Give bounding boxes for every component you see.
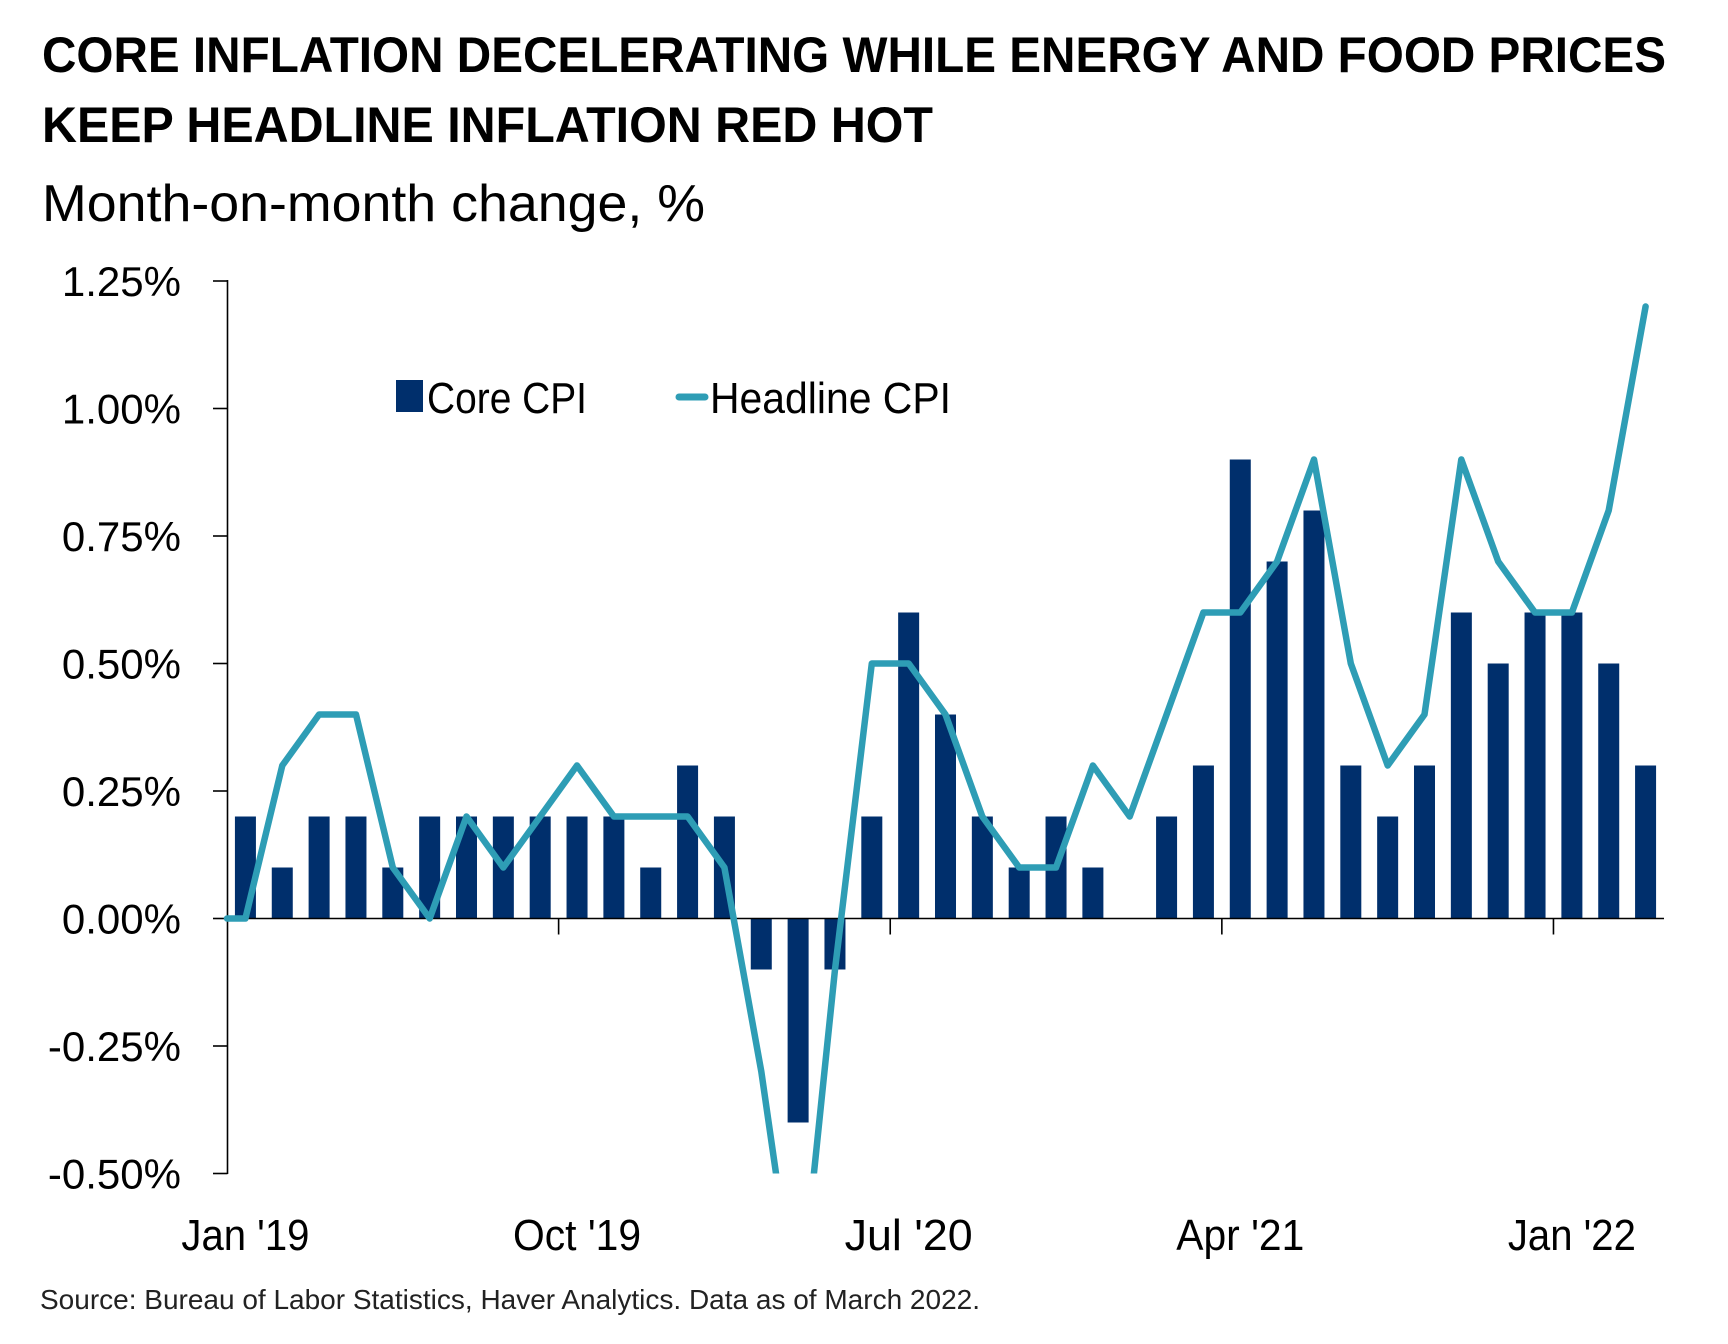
chart-title-line-1: CORE INFLATION DECELERATING WHILE ENERGY… <box>42 27 1666 83</box>
y-tick-label: 0.00% <box>62 896 181 943</box>
legend-core-cpi-label: Core CPI <box>427 374 587 423</box>
x-tick-label: Jul '20 <box>845 1211 973 1260</box>
core-cpi-bar <box>750 918 772 970</box>
y-tick-label: 0.25% <box>62 768 181 815</box>
y-tick-label: 0.75% <box>62 513 181 560</box>
x-tick-label: Apr '21 <box>1176 1211 1304 1260</box>
legend-core-cpi-swatch <box>396 380 423 412</box>
core-cpi-bar <box>1450 612 1472 919</box>
y-ticks: -0.50% -0.25% 0.00% 0.25% 0.50% 0.75% 1.00% 1.2… <box>48 258 228 1198</box>
core-cpi-bar <box>898 612 920 919</box>
core-cpi-bar <box>640 867 662 919</box>
y-tick-label: -0.50% <box>48 1151 181 1198</box>
core-cpi-bar <box>308 816 330 919</box>
core-cpi-bar <box>1156 816 1178 919</box>
core-cpi-bar <box>1192 765 1214 919</box>
chart-subtitle: Month-on-month change, % <box>42 175 705 233</box>
source-note: Source: Bureau of Labor Statistics, Have… <box>40 1284 980 1315</box>
core-cpi-bar <box>971 816 993 919</box>
core-cpi-bar <box>603 816 625 919</box>
core-cpi-bar <box>1487 663 1509 919</box>
core-cpi-bar <box>419 816 441 919</box>
core-cpi-bar <box>271 867 293 919</box>
core-cpi-bar <box>1635 765 1657 919</box>
chart-title-line-2: KEEP HEADLINE INFLATION RED HOT <box>42 97 933 153</box>
core-cpi-bar <box>677 765 699 919</box>
core-cpi-bar <box>861 816 883 919</box>
headline-cpi-series <box>223 303 1649 1174</box>
core-cpi-bar <box>1008 867 1030 919</box>
core-cpi-bar <box>1082 867 1104 919</box>
core-cpi-bar <box>529 816 551 919</box>
core-cpi-bar <box>1266 561 1288 919</box>
y-tick-label: 1.00% <box>62 386 181 433</box>
y-tick-label: 1.25% <box>62 258 181 305</box>
x-tick-label: Oct '19 <box>513 1211 641 1260</box>
legend-headline-cpi-label: Headline CPI <box>710 374 951 423</box>
core-cpi-bar <box>1524 612 1546 919</box>
core-cpi-bars <box>234 459 1657 1123</box>
x-ticks: Jan '19 Oct '19 Jul '20 Apr '21 Jan '22 <box>181 918 1636 1260</box>
core-cpi-bar <box>934 714 957 919</box>
legend: Core CPI Headline CPI <box>396 374 951 423</box>
core-cpi-bar <box>455 816 478 919</box>
core-cpi-bar <box>1377 816 1399 919</box>
x-tick-label: Jan '19 <box>181 1211 309 1260</box>
core-cpi-bar <box>1413 765 1436 919</box>
headline-cpi-line <box>223 303 1649 1174</box>
core-cpi-bar <box>566 816 588 919</box>
core-cpi-bar <box>1561 612 1583 919</box>
core-cpi-bar <box>1229 459 1251 919</box>
core-cpi-bar <box>787 918 809 1123</box>
core-cpi-bar <box>1303 510 1325 919</box>
y-tick-label: 0.50% <box>62 641 181 688</box>
y-tick-label: -0.25% <box>48 1023 181 1070</box>
core-cpi-bar <box>345 816 367 919</box>
x-tick-label: Jan '22 <box>1508 1211 1636 1260</box>
core-cpi-bar <box>1340 765 1362 919</box>
core-cpi-bar <box>1598 663 1620 919</box>
core-cpi-bar <box>234 816 256 919</box>
